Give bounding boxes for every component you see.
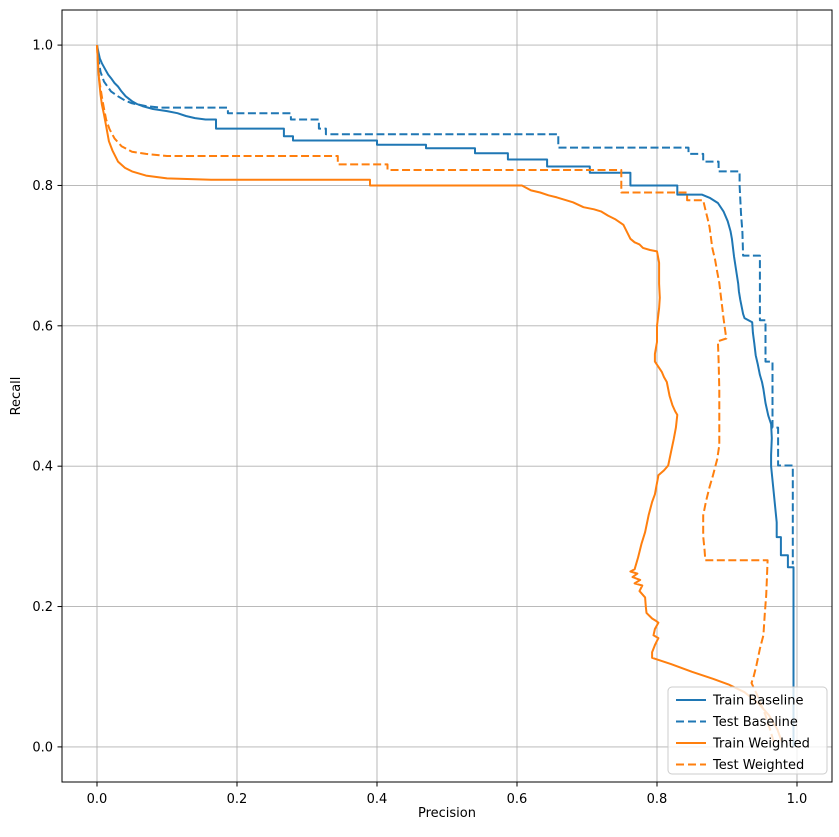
y-tick-label: 0.2: [32, 600, 53, 615]
legend-box: [667, 686, 828, 775]
y-tick-label: 0.0: [32, 740, 53, 755]
x-axis-label: Precision: [418, 806, 476, 821]
legend: Train Baseline Test Baseline Train Weigh…: [667, 686, 828, 775]
series-line-test-baseline: [96, 45, 794, 565]
y-tick-label: 1.0: [32, 39, 53, 54]
y-axis-label: Recall: [9, 377, 24, 416]
legend-label-test-baseline: Test Baseline: [712, 715, 798, 730]
y-tick-label: 0.8: [32, 179, 53, 194]
series-line-train-weighted: [96, 45, 783, 742]
x-tick-label: 0.8: [647, 792, 668, 807]
grid-lines: [62, 10, 832, 782]
x-tick-label: 0.0: [87, 792, 108, 807]
axes-spines: [61, 9, 833, 783]
series-line-train-baseline: [96, 44, 795, 747]
legend-label-train-weighted: Train Weighted: [712, 737, 810, 752]
series-lines: [96, 44, 795, 747]
legend-label-train-baseline: Train Baseline: [712, 694, 803, 709]
x-tick-label: 0.4: [367, 792, 388, 807]
x-tick-label: 0.2: [227, 792, 248, 807]
y-tick-label: 0.4: [32, 460, 53, 475]
axis-ticks: 0.0 0.2 0.4 0.6 0.8 1.0 0.0 0.2 0.4 0.6 0.8 1.0: [32, 39, 807, 807]
x-tick-label: 0.6: [507, 792, 528, 807]
legend-label-test-weighted: Test Weighted: [712, 758, 804, 773]
series-line-test-weighted: [96, 45, 776, 746]
x-tick-label: 1.0: [787, 792, 808, 807]
y-tick-label: 0.6: [32, 319, 53, 334]
